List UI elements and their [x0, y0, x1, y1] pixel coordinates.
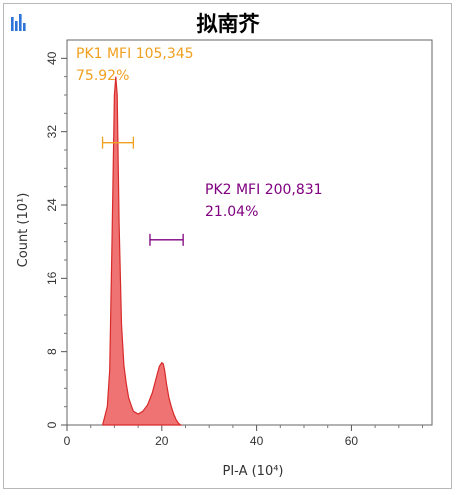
x-tick-label: 20: [155, 434, 169, 448]
x-tick-label: 0: [64, 434, 71, 448]
y-tick-label: 0: [45, 421, 59, 428]
y-tick-label: 32: [45, 125, 59, 139]
chart-title: 拟南芥: [197, 12, 261, 36]
y-tick-label: 16: [45, 271, 59, 285]
gates: PK1 MFI 105,345 75.92% PK2 MFI 200,831 21.0…: [76, 46, 323, 246]
y-axis-label: Count (10¹): [16, 193, 31, 268]
gate-label: PK1 MFI 105,345: [76, 46, 194, 62]
gate-label: PK2 MFI 200,831: [205, 182, 323, 198]
x-axis-label: PI-A (10⁴): [222, 464, 283, 479]
y-tick-label: 8: [45, 348, 59, 355]
y-axis: 0 8 16 24 32 40: [45, 51, 67, 428]
gate-percent: 75.92%: [76, 68, 129, 84]
y-tick-label: 24: [45, 198, 59, 212]
x-tick-label: 40: [250, 434, 264, 448]
chart-frame: [3, 3, 452, 489]
y-tick-label: 40: [45, 51, 59, 65]
bar-chart-icon[interactable]: [11, 14, 26, 31]
gate-pk2[interactable]: [149, 233, 184, 246]
plot-area: [66, 39, 433, 426]
gate-pk1[interactable]: [101, 136, 135, 149]
histogram-series: [102, 76, 183, 426]
x-axis: 0 20 40 60: [64, 425, 424, 448]
gate-percent: 21.04%: [205, 204, 258, 220]
x-tick-label: 60: [345, 434, 359, 448]
